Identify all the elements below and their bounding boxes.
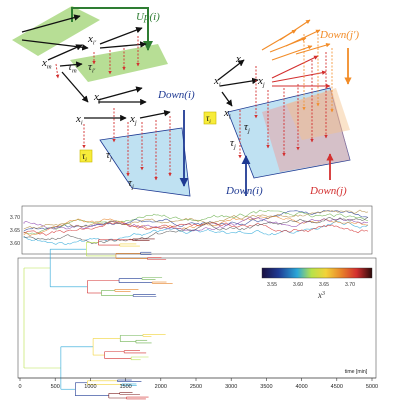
label-down-i-right: Down(i) [225, 185, 263, 197]
orange-plane-right [286, 88, 350, 140]
label-x-j-left: xj [93, 91, 101, 105]
tree-xtick-label: 3500 [260, 384, 272, 390]
ts-ytick-3: 3.60 [10, 241, 20, 247]
label-x-j-right: xj [235, 53, 243, 67]
label-tau-j-left: τj [106, 149, 112, 163]
label-x-m: xm [41, 57, 52, 71]
label-tau-m: τm [68, 61, 77, 75]
tree-xtick-label: 2000 [155, 384, 167, 390]
green-plane-up [70, 44, 168, 82]
timeseries-frame [21, 205, 373, 255]
colorbar-tick-3: 3.65 [319, 282, 329, 288]
label-up-i: Up(i) [136, 11, 160, 23]
label-x-iprime-left: xi′ [87, 33, 97, 47]
tau-i-box-label-left: τi [82, 151, 87, 163]
tree-xlabel: time [min] [345, 369, 368, 375]
left-diagram: τi xm xi′ τm τi′ xj xi xj τj τj Up(i) Do… [12, 6, 195, 197]
timeseries-lines [23, 209, 369, 245]
tree-xtick-label: 4000 [295, 384, 307, 390]
red-arrows [271, 55, 331, 89]
label-x-i-right: xi [213, 75, 221, 89]
label-down-i-left: Down(i) [157, 89, 195, 101]
colorbar-tick-4: 3.70 [345, 282, 355, 288]
label-tau-j2-left: τj [128, 177, 134, 191]
colorbar [261, 267, 373, 279]
label-x-j2-left: xj [129, 113, 137, 127]
timeseries-trace [23, 216, 369, 245]
colorbar-label: x3 [317, 290, 325, 300]
tree-xtick-label: 4500 [331, 384, 343, 390]
tree-xtick-label: 1500 [119, 384, 131, 390]
ts-ytick-1: 3.70 [10, 215, 20, 221]
tree-xtick-label: 1000 [84, 384, 96, 390]
colorbar-tick-1: 3.55 [267, 282, 277, 288]
tree-xticks: 0 500 1000 1500 2000 2500 3000 3500 4000 4500 5000 [18, 378, 378, 390]
tree-panel: 3.55 3.60 3.65 3.70 x3 0 500 1000 1500 2000 2… [17, 238, 378, 400]
label-down-jprime: Down(j′) [319, 29, 359, 41]
tree-xtick-label: 5000 [366, 384, 378, 390]
orange-dashed-arrows-right [302, 34, 334, 113]
ts-ytick-2: 3.65 [10, 228, 20, 234]
label-x-i2-right: xi [223, 107, 231, 121]
tree-xtick-label: 500 [51, 384, 60, 390]
green-feedback-arrow [71, 7, 153, 51]
tau-i-box-left [79, 149, 93, 163]
tree-lines [23, 238, 173, 400]
blue-plane-down [99, 127, 191, 197]
label-tau-j2-right: τj [230, 137, 236, 151]
label-tau-iprime-left: τi′ [88, 61, 96, 75]
label-x-j2-right: xj [257, 75, 265, 89]
label-down-j: Down(j) [309, 185, 347, 197]
tau-i-box-label-right: τi [206, 113, 211, 125]
label-x-i-left: xi [75, 113, 83, 127]
black-arrows-right [217, 59, 259, 107]
red-dashed-arrows-left [55, 36, 172, 181]
orange-arrows [261, 19, 331, 61]
red-dashed-arrows-right [238, 52, 328, 159]
tree-xtick-label: 0 [18, 384, 21, 390]
label-tau-j-right: τj [244, 121, 250, 135]
right-diagram: τi xj xi xj xi τj τj Down(j′) Down(i) Do… [203, 19, 359, 197]
colorbar-tick-2: 3.60 [293, 282, 303, 288]
tree-xtick-label: 3000 [225, 384, 237, 390]
timeseries-panel: 3.70 3.65 3.60 [10, 205, 373, 255]
timeseries-trace [23, 209, 369, 230]
tau-i-box-right [203, 111, 217, 125]
timeseries-trace [23, 209, 369, 235]
tree-xtick-label: 2500 [190, 384, 202, 390]
timeseries-trace [23, 222, 369, 236]
black-arrows [21, 14, 171, 122]
